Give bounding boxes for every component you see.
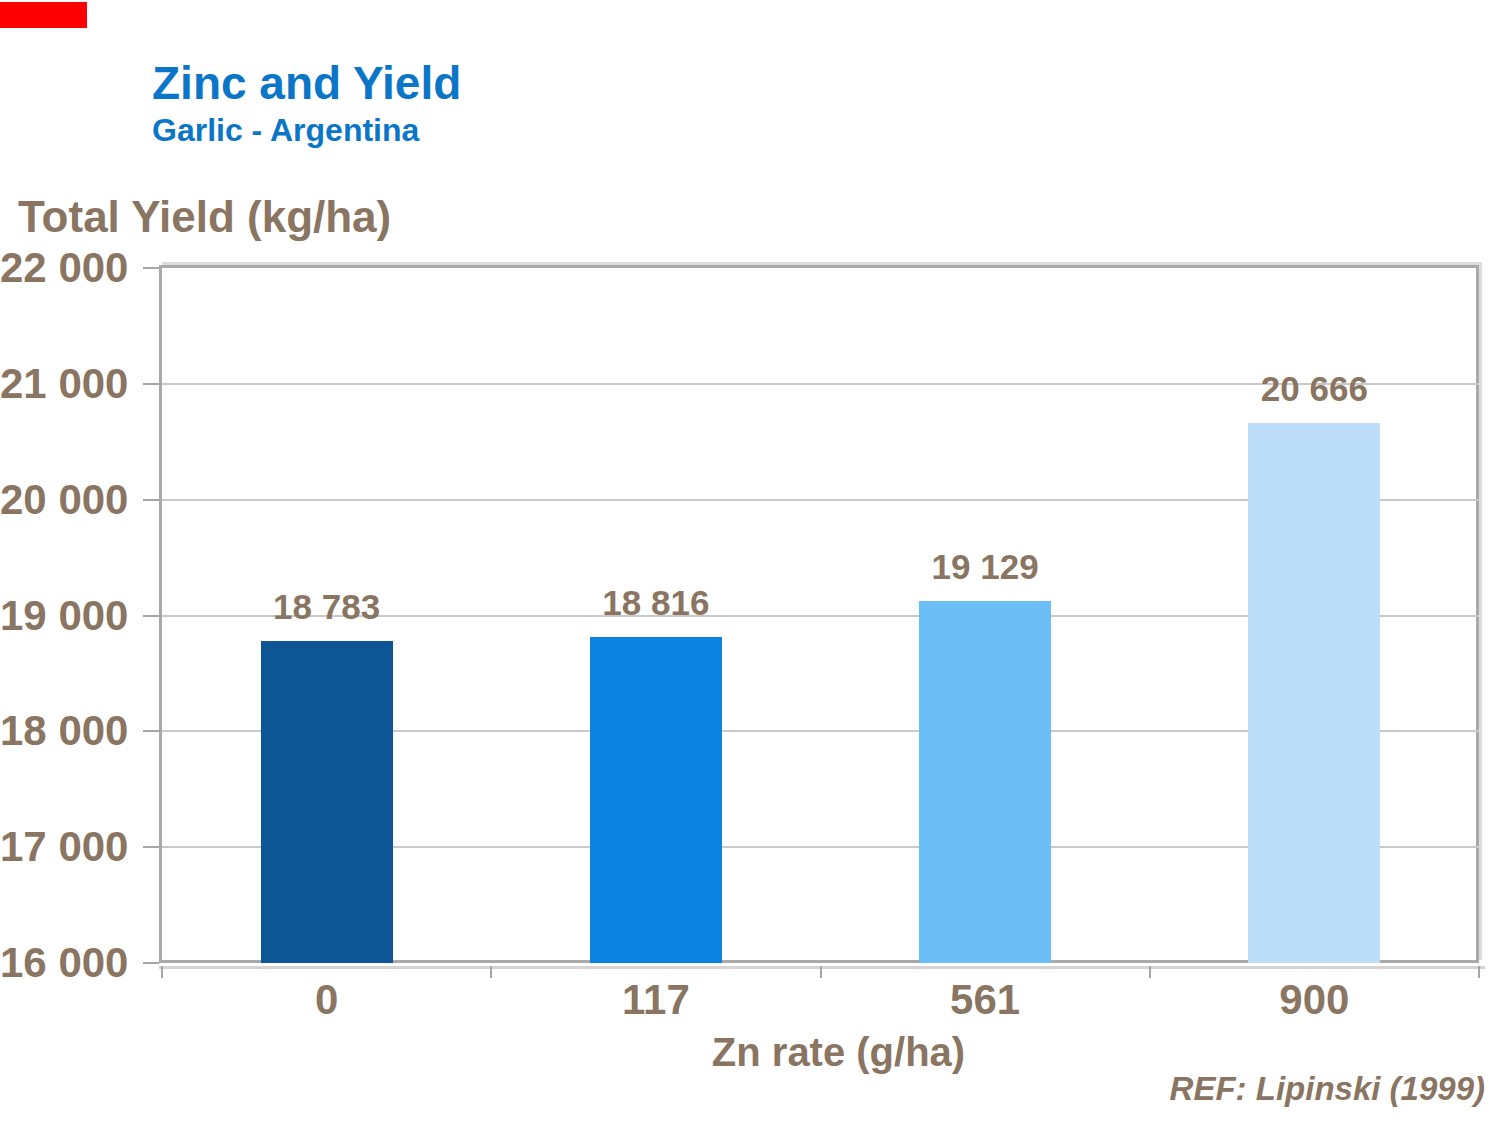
- red-corner-marker: [0, 2, 87, 28]
- axis-shadow: [159, 966, 1485, 969]
- x-tick-label: 900: [1204, 976, 1424, 1024]
- bar: [919, 601, 1051, 963]
- y-tick-label: 19 000: [0, 592, 131, 640]
- bar-value-label: 18 816: [602, 583, 709, 623]
- reference-citation: REF: Lipinski (1999): [900, 1070, 1485, 1108]
- slide: Zinc and Yield Garlic - Argentina Total …: [0, 0, 1501, 1125]
- page-subtitle: Garlic - Argentina: [152, 112, 419, 149]
- x-tick: [1149, 966, 1151, 978]
- y-tick-label: 16 000: [0, 939, 131, 987]
- x-tick: [490, 966, 492, 978]
- x-axis-title: Zn rate (g/ha): [180, 1030, 1497, 1075]
- x-tick: [1478, 966, 1480, 978]
- x-tick: [161, 966, 163, 978]
- y-tick: [143, 846, 159, 848]
- bar-value-label: 18 783: [273, 587, 380, 627]
- bar-value-label: 20 666: [1261, 369, 1368, 409]
- y-tick-label: 22 000: [0, 244, 131, 292]
- y-tick: [143, 383, 159, 385]
- bar-value-label: 19 129: [932, 547, 1039, 587]
- x-tick: [820, 966, 822, 978]
- bar: [1248, 423, 1380, 963]
- y-axis-title: Total Yield (kg/ha): [18, 192, 391, 242]
- page-title: Zinc and Yield: [152, 56, 461, 110]
- bar: [590, 637, 722, 963]
- y-tick: [143, 962, 159, 964]
- y-tick-label: 21 000: [0, 360, 131, 408]
- y-tick-label: 18 000: [0, 707, 131, 755]
- x-tick-label: 561: [875, 976, 1095, 1024]
- bar: [261, 641, 393, 963]
- y-tick: [143, 730, 159, 732]
- y-tick: [143, 499, 159, 501]
- y-tick-label: 20 000: [0, 476, 131, 524]
- y-tick-label: 17 000: [0, 823, 131, 871]
- x-tick-label: 117: [546, 976, 766, 1024]
- y-tick: [143, 615, 159, 617]
- x-tick-label: 0: [217, 976, 437, 1024]
- y-tick: [143, 267, 159, 269]
